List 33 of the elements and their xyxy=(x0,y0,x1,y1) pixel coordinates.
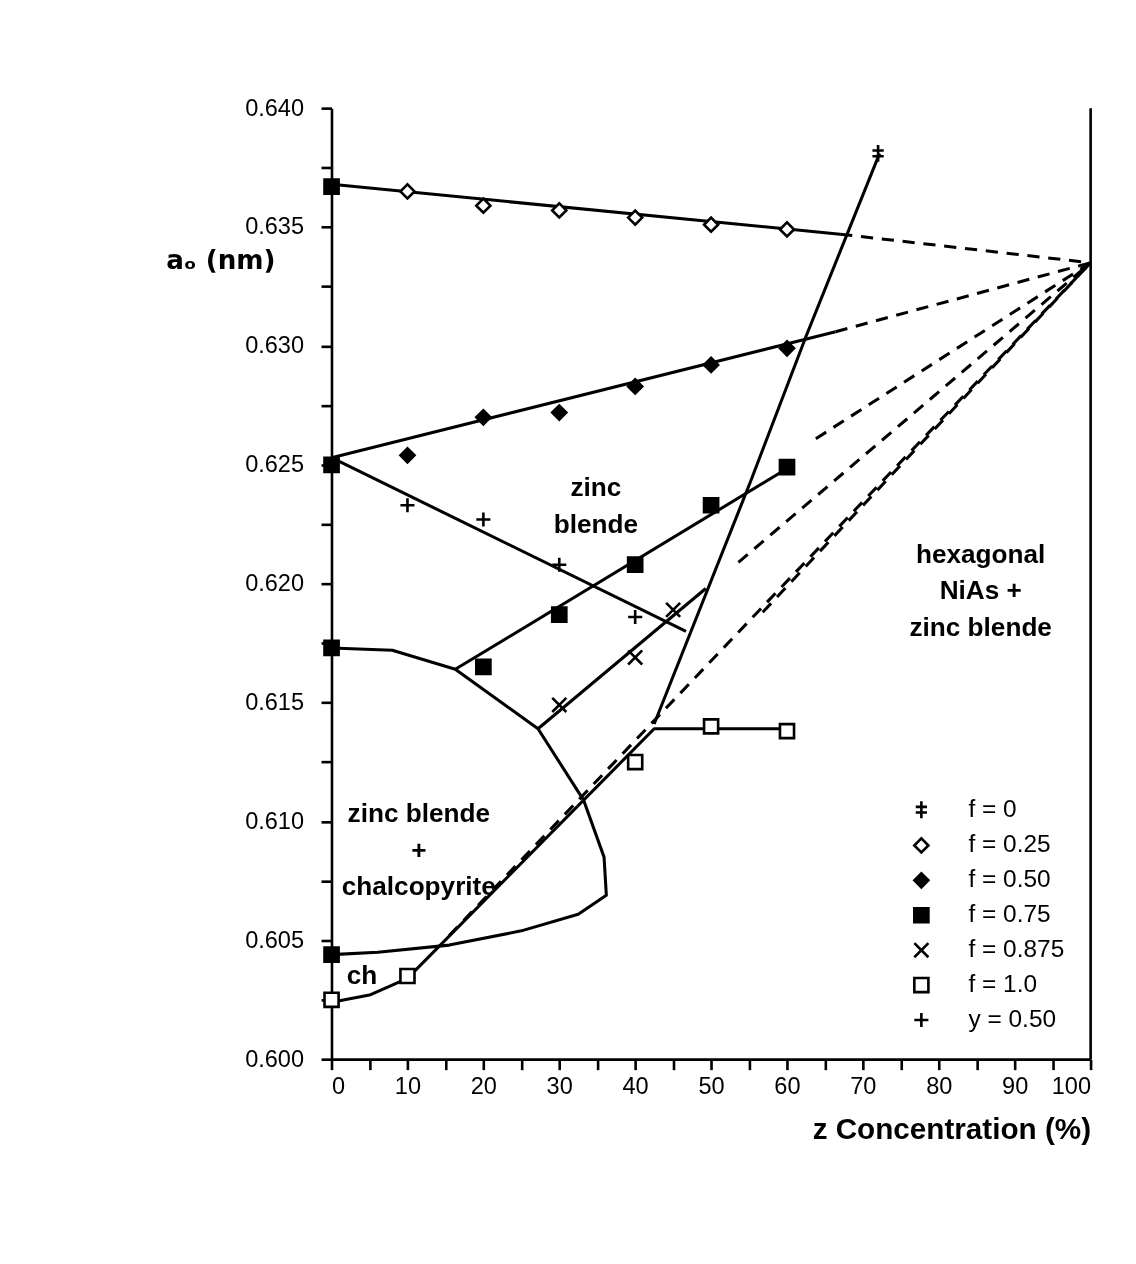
annotation: hexagonal NiAs + zinc blende xyxy=(909,538,1052,643)
legend-label: f = 1.0 xyxy=(968,970,1038,998)
x-tick-label: 0 xyxy=(331,1072,346,1099)
x-tick-label: 100 xyxy=(1051,1072,1092,1099)
y-tick-label: 0.620 xyxy=(245,570,305,597)
annotation: zinc blende + chalcopyrite xyxy=(341,797,496,902)
y-tick-label: 0.640 xyxy=(245,94,305,121)
x-tick-label: 30 xyxy=(546,1072,573,1099)
y-tick-label: 0.615 xyxy=(245,689,305,716)
annotation: ch xyxy=(346,960,378,991)
y-tick-label: 0.635 xyxy=(245,213,305,240)
x-tick-label: 80 xyxy=(926,1072,953,1099)
y-tick-label: 0.610 xyxy=(245,807,305,834)
x-tick-label: 10 xyxy=(394,1072,421,1099)
x-tick-label: 40 xyxy=(622,1072,649,1099)
x-tick-label: 60 xyxy=(774,1072,801,1099)
legend-label: f = 0.75 xyxy=(968,900,1051,928)
legend-label: f = 0.25 xyxy=(968,830,1051,858)
y-tick-label: 0.605 xyxy=(245,926,305,953)
x-tick-label: 50 xyxy=(698,1072,725,1099)
x-tick-label: 90 xyxy=(1002,1072,1029,1099)
legend-label: f = 0.875 xyxy=(968,935,1065,963)
y-axis-title: aₒ (nm) xyxy=(166,245,276,276)
x-axis-title: z Concentration (%) xyxy=(812,1112,1092,1146)
legend-label: f = 0.50 xyxy=(968,865,1051,893)
y-tick-label: 0.625 xyxy=(245,451,305,478)
y-tick-label: 0.600 xyxy=(245,1045,305,1072)
legend-label: f = 0 xyxy=(968,794,1017,822)
annotation: zinc blende xyxy=(553,472,639,540)
x-tick-label: 20 xyxy=(470,1072,497,1099)
y-tick-label: 0.630 xyxy=(245,332,305,359)
x-tick-label: 70 xyxy=(850,1072,877,1099)
legend-label: y = 0.50 xyxy=(968,1004,1057,1032)
